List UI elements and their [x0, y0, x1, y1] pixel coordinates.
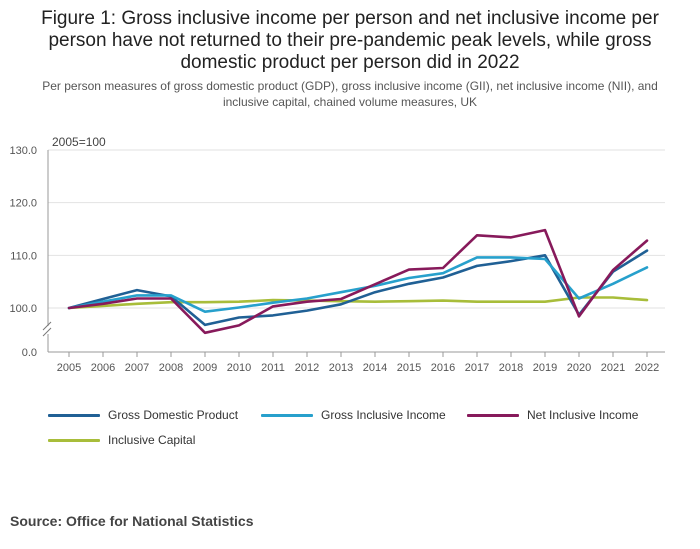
- legend-item: Gross Inclusive Income: [261, 408, 446, 422]
- x-tick-label: 2018: [499, 362, 523, 374]
- legend-label: Inclusive Capital: [108, 433, 196, 447]
- x-tick-label: 2005: [57, 362, 81, 374]
- x-tick-label: 2015: [397, 362, 421, 374]
- axis-break-stroke: [42, 321, 52, 331]
- legend-item: Net Inclusive Income: [467, 408, 638, 422]
- x-tick-label: 2017: [465, 362, 489, 374]
- legend-swatch: [467, 413, 519, 417]
- legend-swatch: [48, 413, 100, 417]
- series-line-inclusive-capital: [67, 296, 649, 310]
- chart-subtitle: Per person measures of gross domestic pr…: [42, 79, 658, 109]
- x-tick-label: 2010: [227, 362, 251, 374]
- x-tick-label: 2007: [125, 362, 149, 374]
- line-chart: 0.0 100.0 110.0 120.0 130.0 2005 2006 2007 2008…: [9, 145, 665, 374]
- axis-break-marker: [42, 321, 54, 337]
- y-tick-label: 110.0: [10, 250, 37, 262]
- x-tick-label: 2013: [329, 362, 353, 374]
- x-tick-label: 2006: [91, 362, 115, 374]
- x-tick-label: 2021: [601, 362, 625, 374]
- y-tick-label: 130.0: [9, 145, 37, 157]
- x-tick-label: 2008: [159, 362, 183, 374]
- series-line-gross-inclusive-income: [67, 256, 649, 313]
- y-tick-label: 100.0: [9, 303, 37, 315]
- x-tick-label: 2012: [295, 362, 319, 374]
- x-tick-label: 2014: [363, 362, 387, 374]
- legend-item: Inclusive Capital: [48, 433, 195, 447]
- source-note: Source: Office for National Statistics: [10, 513, 254, 529]
- x-tick-label: 2009: [193, 362, 217, 374]
- x-axis-ticks: 2005 2006 2007 2008 2009 2010 2011 2012 2013 2014…: [57, 352, 659, 374]
- x-tick-label: 2016: [431, 362, 455, 374]
- series-lines: [67, 228, 649, 335]
- chart-title: Figure 1: Gross inclusive income per per…: [41, 8, 659, 73]
- series-line-net-inclusive-income: [67, 228, 649, 335]
- x-tick-label: 2022: [635, 362, 659, 374]
- gridlines: [47, 149, 665, 353]
- legend-swatch: [48, 438, 100, 442]
- legend-label: Net Inclusive Income: [527, 408, 639, 422]
- legend-label: Gross Domestic Product: [108, 408, 239, 422]
- y-axis-ticks: 0.0 100.0 110.0 120.0 130.0: [9, 145, 37, 359]
- y-tick-label: 0.0: [22, 347, 37, 359]
- x-tick-label: 2020: [567, 362, 591, 374]
- legend-swatch: [261, 413, 313, 417]
- unit-label: 2005=100: [52, 135, 106, 149]
- x-tick-label: 2019: [533, 362, 557, 374]
- legend-label: Gross Inclusive Income: [321, 408, 446, 422]
- axis-break-stroke: [42, 327, 52, 337]
- y-tick-label: 120.0: [9, 198, 37, 210]
- x-tick-label: 2011: [261, 362, 285, 374]
- legend-item: Gross Domestic Product: [48, 408, 238, 422]
